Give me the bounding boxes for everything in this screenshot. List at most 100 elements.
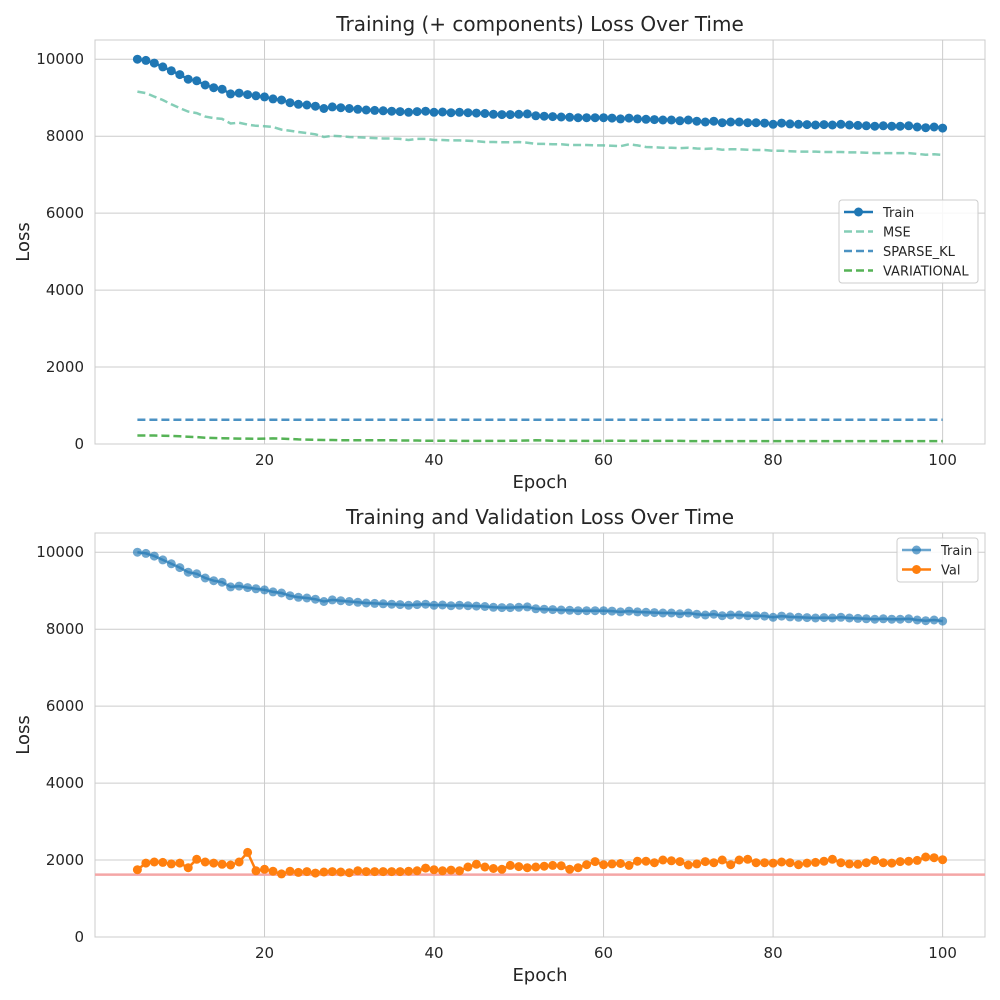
val-point: [785, 858, 795, 868]
legend-marker: [912, 545, 921, 555]
val-point: [175, 858, 185, 868]
val-point: [633, 856, 642, 866]
train-point: [641, 607, 651, 617]
train-point: [243, 90, 253, 100]
val-point: [743, 854, 753, 864]
train-point: [938, 123, 948, 133]
val-point: [277, 869, 286, 879]
x-tick-label: 40: [425, 944, 444, 962]
val-point: [514, 862, 524, 872]
x-axis-label: Epoch: [512, 965, 567, 986]
train-point: [819, 120, 829, 130]
val-point: [624, 860, 634, 870]
val-point: [666, 856, 676, 866]
train-point: [675, 609, 685, 619]
train-point: [505, 110, 515, 120]
train-point: [565, 112, 575, 122]
train-point: [777, 118, 787, 128]
val-point: [141, 858, 151, 868]
legend-marker: [912, 565, 921, 574]
train-point: [794, 612, 803, 622]
train-point: [336, 596, 346, 606]
train-point: [734, 117, 744, 127]
y-tick-label: 4000: [46, 774, 84, 792]
val-point: [200, 857, 210, 867]
train-point: [531, 111, 541, 121]
train-point: [421, 106, 431, 116]
train-point: [794, 119, 803, 129]
val-point: [734, 855, 744, 865]
train-point: [658, 608, 668, 618]
y-tick-label: 10000: [36, 543, 84, 561]
variational-series: [137, 434, 943, 443]
train-point: [192, 76, 202, 86]
train-point: [878, 614, 888, 624]
train-point: [446, 601, 456, 611]
val-point: [700, 857, 710, 867]
train-point: [514, 602, 524, 612]
val-point: [912, 855, 922, 865]
y-tick-label: 4000: [46, 281, 84, 299]
train-point: [760, 611, 770, 621]
train-point: [912, 615, 922, 625]
val-point: [802, 858, 812, 868]
train-point: [260, 585, 269, 595]
train-point: [514, 109, 524, 119]
train-point: [497, 603, 507, 613]
train-point: [633, 114, 642, 124]
train-point: [836, 612, 846, 622]
val-point: [166, 859, 176, 869]
legend-marker: [854, 207, 863, 217]
train-point: [209, 83, 219, 93]
train-point: [395, 600, 405, 610]
x-tick-label: 60: [594, 944, 613, 962]
train-point: [421, 599, 431, 609]
train-point: [471, 601, 481, 611]
val-point: [158, 857, 168, 867]
train-point: [861, 614, 871, 624]
train-point: [353, 597, 363, 607]
train-point: [548, 112, 558, 122]
train-point: [455, 600, 464, 610]
train-point: [217, 577, 227, 587]
train-point: [666, 608, 676, 618]
val-point: [285, 866, 295, 876]
train-point: [921, 616, 931, 626]
val-point: [683, 860, 693, 870]
val-point: [260, 864, 269, 874]
train-point: [717, 118, 727, 128]
train-point: [319, 104, 329, 113]
train-point: [505, 603, 515, 613]
train-point: [624, 606, 634, 616]
val-point: [251, 866, 261, 876]
train-point: [327, 102, 337, 112]
train-point: [361, 105, 371, 115]
mse-line: [137, 90, 943, 157]
train-point: [285, 98, 295, 108]
train-point: [293, 99, 303, 109]
train-point: [336, 103, 346, 113]
train-point: [649, 608, 659, 618]
train-point: [836, 119, 846, 129]
legend-item: Train: [902, 544, 972, 559]
train-point: [497, 110, 507, 120]
train-point: [904, 614, 914, 624]
train-point: [895, 121, 905, 131]
training-components-chart: Training (+ components) Loss Over Time 2…: [13, 12, 986, 493]
train-point: [734, 610, 744, 620]
val-point: [497, 864, 507, 874]
train-point: [726, 117, 736, 127]
y-tick-label: 2000: [46, 358, 84, 376]
train-point: [556, 112, 566, 122]
train-point: [243, 583, 253, 593]
train-point: [785, 119, 795, 129]
val-point: [607, 859, 617, 869]
train-point: [539, 111, 549, 121]
val-point: [446, 865, 456, 875]
train-point: [887, 614, 897, 624]
train-point: [599, 113, 609, 123]
y-tick-label: 0: [74, 928, 84, 946]
train-point: [429, 600, 439, 610]
train-point: [802, 613, 812, 623]
x-axis-label: Epoch: [512, 472, 567, 493]
